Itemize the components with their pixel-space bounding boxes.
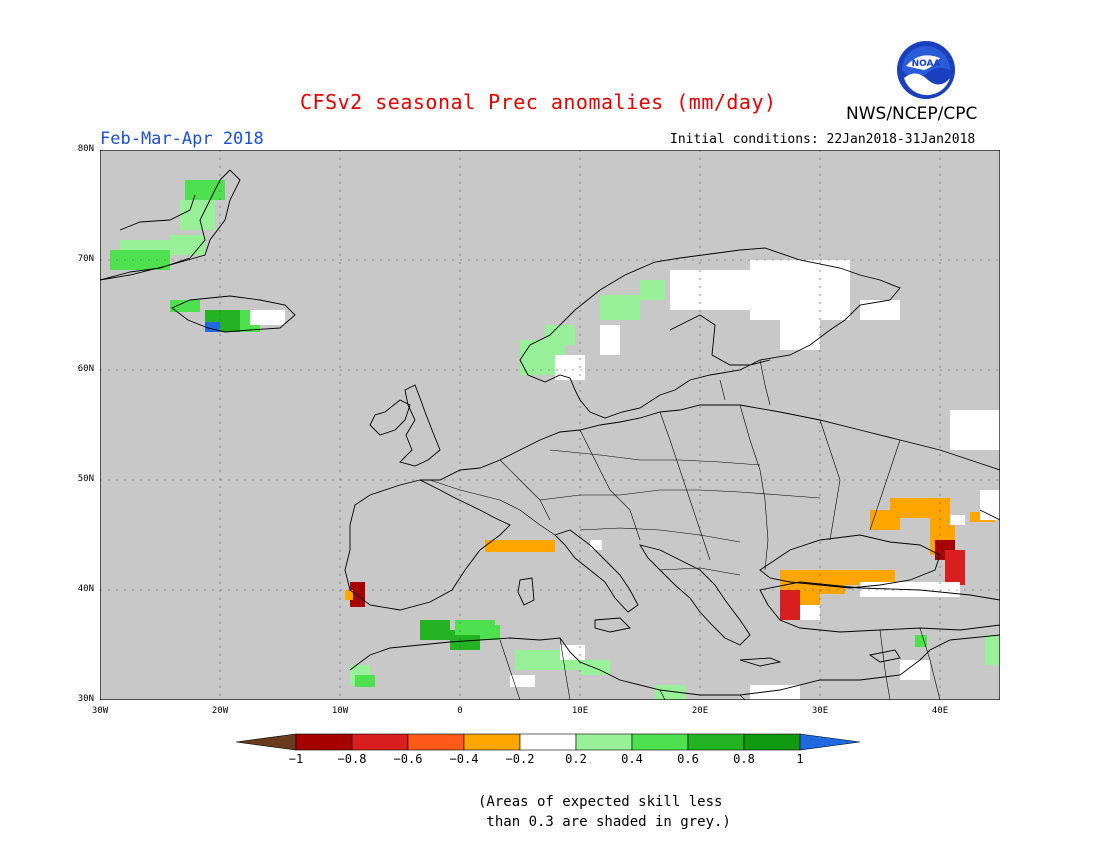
anomaly-cell: [560, 645, 585, 660]
lon-label-30w: 30W: [91, 706, 109, 716]
period-label: Feb-Mar-Apr 2018: [100, 129, 264, 149]
skill-note-line1: (Areas of expected skill less: [478, 794, 723, 810]
anomaly-cell: [480, 625, 500, 640]
anomaly-cell: [600, 295, 640, 320]
lon-label-0: 0: [457, 706, 463, 716]
colorbar-bin: [463, 733, 521, 751]
colorbar-bin: [743, 733, 801, 751]
chart-title: CFSv2 seasonal Prec anomalies (mm/day): [300, 90, 777, 114]
anomaly-cell: [170, 300, 200, 312]
anomaly-cell: [870, 510, 900, 530]
colorbar-label: −0.2: [505, 752, 535, 766]
colorbar-bin: [631, 733, 689, 751]
initial-conditions-label: Initial conditions: 22Jan2018-31Jan2018: [670, 132, 976, 147]
colorbar-label: −1: [288, 752, 304, 766]
lon-label-30e: 30E: [811, 706, 829, 716]
colorbar-label: 0.4: [621, 752, 643, 766]
anomaly-cell: [545, 325, 575, 345]
anomaly-cell: [600, 325, 620, 355]
colorbar-bin: [351, 733, 409, 751]
colorbar-arrow-left: [236, 733, 297, 751]
anomaly-cell: [485, 540, 555, 552]
anomaly-cell: [345, 590, 353, 600]
lon-label-20w: 20W: [211, 706, 229, 716]
colorbar-label: 1: [796, 752, 804, 766]
colorbar-bin: [519, 733, 577, 751]
anomaly-cell: [815, 570, 895, 585]
lat-label-70n: 70N: [77, 254, 94, 264]
anomaly-cell: [180, 200, 215, 230]
agency-label: NWS/NCEP/CPC: [846, 104, 978, 124]
skill-note: (Areas of expected skill less than 0.3 a…: [478, 792, 731, 832]
anomaly-cell: [800, 605, 820, 620]
anomaly-cell: [170, 235, 205, 255]
gridlines: [100, 150, 1000, 700]
colorbar-bin: [295, 733, 353, 751]
colorbar-bin: [575, 733, 633, 751]
anomaly-cell: [780, 590, 800, 620]
anomaly-cell: [950, 410, 1000, 450]
noaa-logo-text: NOAA: [912, 59, 941, 69]
anomaly-cell: [640, 280, 665, 300]
lat-label-80n: 80N: [77, 144, 94, 154]
anomaly-cell: [205, 322, 220, 332]
anomaly-cell: [900, 660, 930, 680]
colorbar: [236, 733, 861, 751]
precip-anomaly-map: [100, 150, 1000, 700]
colorbar-bin: [687, 733, 745, 751]
lon-label-10e: 10E: [571, 706, 589, 716]
anomaly-cell: [510, 675, 535, 687]
noaa-logo-icon: NOAA: [897, 41, 955, 99]
colorbar-label: −0.6: [393, 752, 423, 766]
anomaly-cell: [890, 498, 950, 518]
colorbar-label: 0.8: [733, 752, 755, 766]
anomaly-cell: [350, 582, 365, 607]
anomaly-cell: [590, 540, 602, 550]
anomaly-cell: [915, 635, 927, 647]
anomaly-cell: [355, 675, 375, 687]
anomaly-cell: [555, 355, 585, 380]
anomaly-cell: [950, 515, 965, 525]
lat-label-30n: 30N: [77, 694, 94, 704]
anomaly-cell: [655, 685, 685, 700]
anomaly-cell: [420, 620, 450, 640]
lon-label-40e: 40E: [931, 706, 949, 716]
anomaly-cell: [515, 650, 545, 670]
coastlines: [100, 169, 1000, 696]
map-background: [100, 150, 1000, 700]
anomaly-cell: [860, 300, 900, 320]
colorbar-label: −0.8: [337, 752, 367, 766]
lat-label-50n: 50N: [77, 474, 94, 484]
colorbar-label: 0.6: [677, 752, 699, 766]
colorbar-label: 0.2: [565, 752, 587, 766]
country-borders: [429, 359, 941, 700]
anomaly-cell: [945, 550, 965, 585]
skill-note-line2: than 0.3 are shaded in grey.): [478, 814, 731, 830]
anomaly-cell: [750, 685, 800, 700]
lat-label-40n: 40N: [77, 584, 94, 594]
lat-label-60n: 60N: [77, 364, 94, 374]
lon-label-20e: 20E: [691, 706, 709, 716]
anomaly-cell: [250, 310, 285, 325]
colorbar-label: −0.4: [449, 752, 479, 766]
colorbar-arrow-right: [799, 733, 861, 751]
anomaly-cell: [670, 270, 750, 310]
anomaly-cell: [985, 635, 1000, 665]
colorbar-bin: [407, 733, 465, 751]
lon-label-10w: 10W: [331, 706, 349, 716]
anomaly-cell: [780, 310, 820, 350]
